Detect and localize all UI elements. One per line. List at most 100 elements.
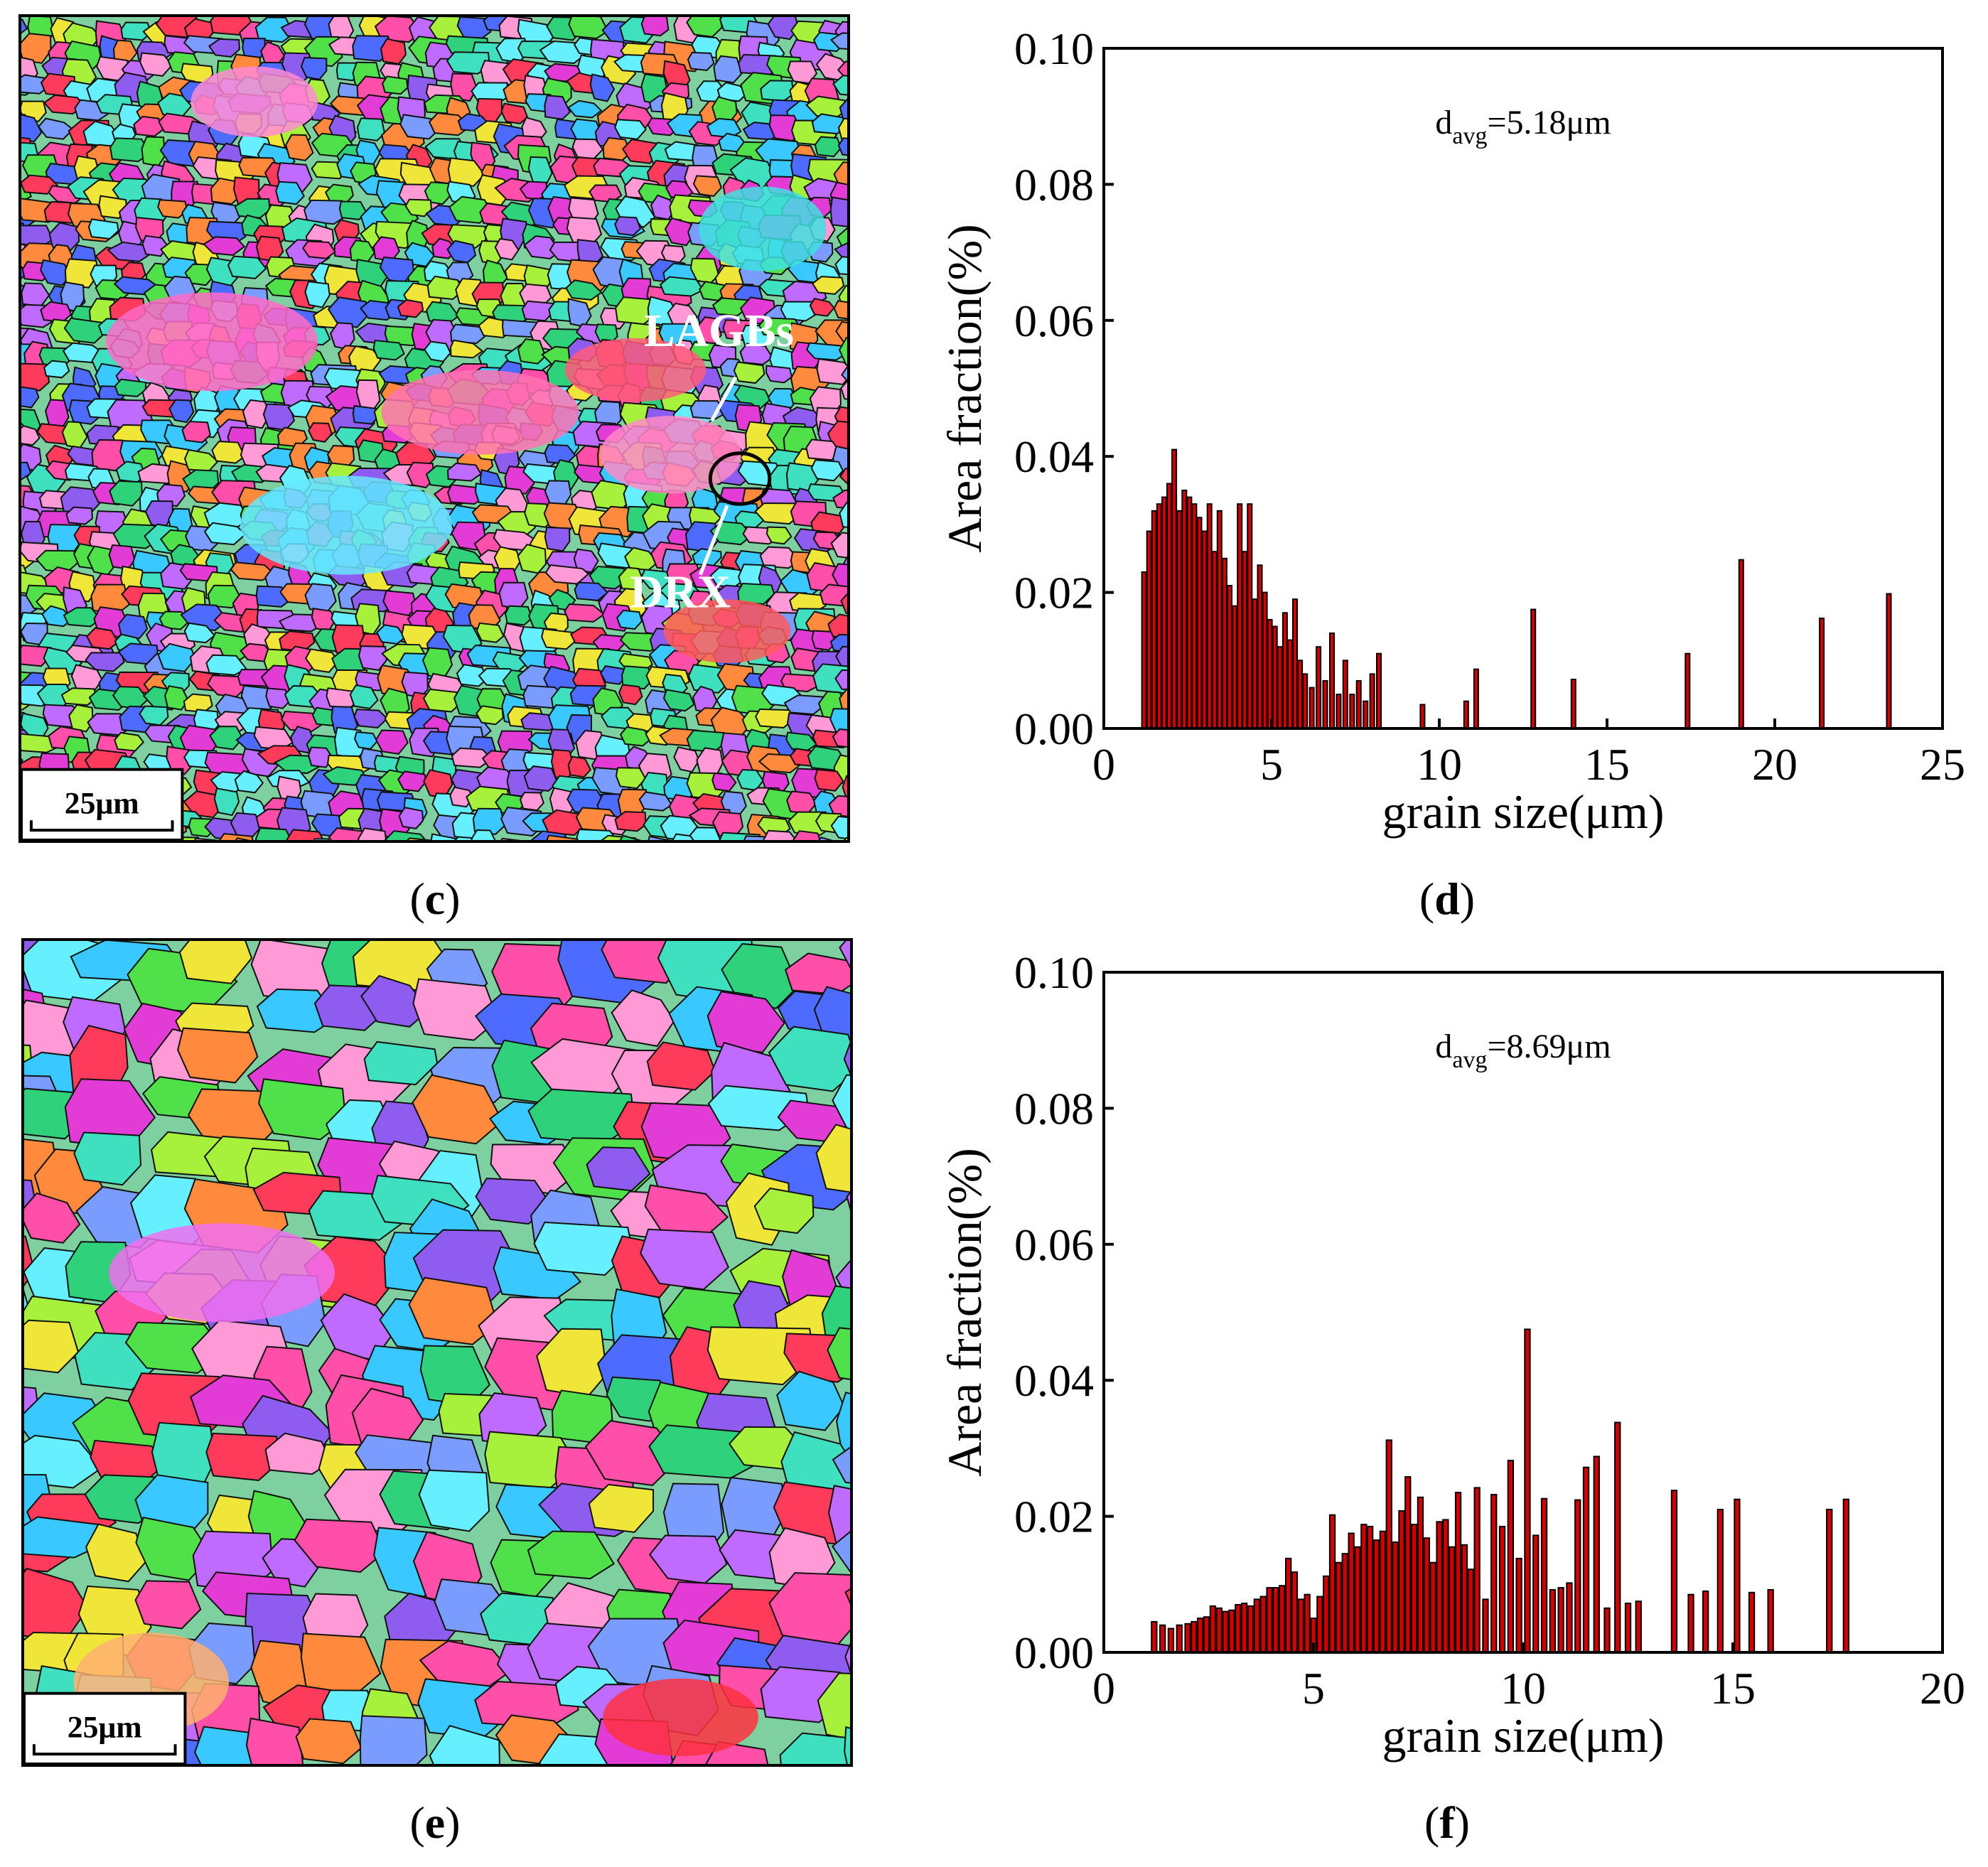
x-tick-label: 10 (1500, 1663, 1546, 1713)
grain (338, 200, 368, 220)
bars (1151, 1328, 1849, 1654)
plot-frame (1102, 47, 1944, 730)
grain (475, 705, 504, 726)
grain (37, 117, 74, 140)
bar (1335, 1561, 1343, 1654)
grain (765, 365, 793, 384)
x-tick-label: 10 (1417, 739, 1462, 790)
grain (114, 378, 146, 397)
bar (1297, 660, 1304, 729)
bar (1171, 448, 1178, 729)
grain (614, 811, 647, 832)
x-tick-label: 15 (1584, 739, 1630, 790)
grain (43, 94, 86, 115)
grain (523, 235, 561, 259)
bar (1328, 1514, 1336, 1654)
grain (258, 1078, 347, 1141)
grain (41, 605, 73, 628)
grain (73, 1131, 142, 1186)
grain (406, 461, 435, 489)
bar (1272, 625, 1278, 729)
avg-annotation-sub: avg (1452, 1047, 1487, 1073)
bar (1369, 673, 1375, 730)
bar (1463, 700, 1469, 730)
grain (45, 399, 70, 429)
bar (1819, 618, 1825, 729)
grain (840, 380, 847, 400)
avg-annotation-main: d (1435, 104, 1452, 141)
bar (1156, 503, 1162, 729)
bar (1341, 1553, 1348, 1654)
annotations: LAGBs DRX (630, 306, 794, 618)
grain (568, 17, 609, 40)
grain (114, 731, 145, 752)
annotation-drx: DRX (630, 566, 731, 618)
bar (1191, 1620, 1198, 1654)
bar (1242, 551, 1248, 730)
grain (305, 648, 339, 673)
grain (687, 51, 715, 72)
bar (1423, 1537, 1431, 1654)
bar (1593, 1456, 1600, 1654)
bar (1184, 1623, 1191, 1653)
panel-label-f: (f) (1424, 1797, 1470, 1848)
bar (1247, 503, 1253, 729)
scale-bar-line (29, 820, 174, 832)
grain (648, 835, 672, 840)
grain (621, 665, 655, 690)
x-tick-label: 5 (1302, 1663, 1325, 1713)
grain (63, 607, 102, 628)
avg-annotation-value: =8.69μm (1487, 1028, 1611, 1065)
grain (456, 664, 488, 687)
grain (205, 1432, 280, 1481)
grain (286, 829, 324, 840)
grain (203, 236, 246, 257)
grain (533, 1221, 633, 1276)
bar (1191, 503, 1198, 729)
avg-grain-annotation: davg=5.18μm (1435, 104, 1611, 149)
grain (716, 82, 749, 102)
bar (1166, 483, 1172, 729)
grain (446, 51, 491, 75)
grain (230, 561, 276, 581)
grain (588, 1483, 655, 1534)
large-grain (699, 186, 827, 271)
grain (404, 198, 433, 217)
bar (1417, 1496, 1424, 1653)
x-tick-label: 5 (1260, 739, 1283, 790)
grain (308, 422, 333, 443)
grain (451, 747, 493, 768)
grain (245, 1717, 304, 1764)
bar (1141, 571, 1147, 730)
large-grain (600, 416, 742, 494)
grain (830, 815, 847, 840)
grain (68, 704, 94, 733)
large-grain (240, 475, 452, 575)
grain (574, 581, 609, 601)
grain (839, 688, 847, 711)
grain (24, 1192, 81, 1244)
grain (358, 645, 387, 672)
grain (135, 1517, 213, 1581)
grain (544, 95, 571, 120)
grain (739, 343, 774, 365)
grain (358, 827, 387, 840)
bar (1738, 559, 1744, 730)
bar (1151, 1620, 1158, 1654)
grain (768, 1026, 850, 1092)
grain (408, 1276, 499, 1345)
grain (177, 1027, 259, 1084)
grain (600, 665, 628, 685)
bar (1603, 1607, 1611, 1653)
grain (109, 137, 151, 163)
grain (832, 75, 847, 96)
x-tick-label: 0 (1092, 1663, 1115, 1713)
bar (1404, 1476, 1412, 1653)
grain (544, 527, 571, 552)
grain (363, 1040, 439, 1086)
bar (1329, 633, 1335, 729)
grain (660, 814, 700, 840)
grain (109, 480, 143, 507)
grain (838, 337, 847, 367)
grain (24, 1319, 80, 1374)
